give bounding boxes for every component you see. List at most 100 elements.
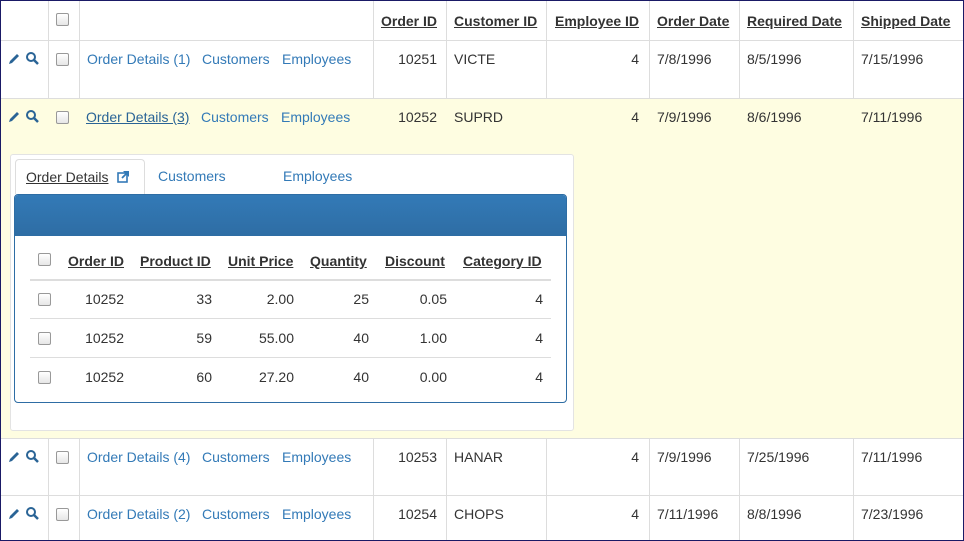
cell-border: [373, 40, 374, 98]
cell: 10252: [398, 109, 437, 125]
checkbox[interactable]: [38, 293, 51, 306]
row-link[interactable]: Customers: [202, 51, 270, 67]
cell: 10252: [85, 291, 124, 307]
cell-border: [739, 438, 740, 495]
cell-border: [546, 438, 547, 495]
cell: 7/9/1996: [657, 109, 712, 125]
cell: 7/25/1996: [747, 449, 810, 465]
cell-border: [446, 438, 447, 495]
row-bg: [1, 40, 963, 98]
row-actions[interactable]: [7, 506, 43, 522]
row-actions[interactable]: [7, 449, 43, 465]
row-link[interactable]: Employees: [282, 506, 352, 522]
cell-border: [79, 1, 80, 40]
column-header[interactable]: Category ID: [463, 253, 542, 269]
row-link[interactable]: Order Details (4): [87, 449, 191, 465]
cell: 4: [631, 109, 639, 125]
column-header[interactable]: Product ID: [140, 253, 211, 269]
row-link[interactable]: Employees: [282, 449, 352, 465]
column-header[interactable]: Shipped Date: [861, 13, 951, 29]
cell: 27.20: [258, 369, 294, 385]
cell: 7/11/1996: [861, 449, 923, 465]
row-link[interactable]: Employees: [282, 51, 352, 67]
cell: 7/11/1996: [657, 506, 719, 522]
column-header[interactable]: Quantity: [310, 253, 367, 269]
cell: 0.05: [419, 291, 447, 307]
cell: 7/11/1996: [861, 109, 923, 125]
cell: 0.00: [419, 369, 447, 385]
cell: 10254: [398, 506, 437, 522]
column-header[interactable]: Employee ID: [555, 13, 640, 29]
checkbox[interactable]: [38, 253, 51, 266]
cell: 25: [353, 291, 369, 307]
row-rule: [30, 357, 551, 358]
tab-label[interactable]: Customers: [158, 168, 226, 184]
cell-border: [853, 438, 854, 495]
cell: 10252: [85, 369, 124, 385]
cell-border: [853, 40, 854, 98]
cell-border: [739, 495, 740, 540]
row-link[interactable]: Employees: [281, 109, 351, 125]
cell: 60: [196, 369, 212, 385]
row-link[interactable]: Order Details (3): [86, 109, 190, 125]
cell-border: [853, 1, 854, 40]
cell: VICTE: [454, 51, 496, 67]
cell: 7/15/1996: [861, 51, 924, 67]
row-actions[interactable]: [7, 109, 43, 125]
column-header[interactable]: Required Date: [747, 13, 842, 29]
tab[interactable]: Customers: [145, 159, 270, 194]
row-link[interactable]: Customers: [201, 109, 269, 125]
cell-border: [446, 495, 447, 540]
cell-border: [48, 495, 49, 540]
cell-border: [79, 40, 80, 98]
row-rule: [30, 318, 551, 319]
checkbox[interactable]: [56, 451, 69, 464]
cell: 59: [196, 330, 212, 346]
cell: 10252: [85, 330, 124, 346]
column-header[interactable]: Unit Price: [228, 253, 294, 269]
cell: 1.00: [419, 330, 447, 346]
checkbox[interactable]: [56, 508, 69, 521]
cell-border: [373, 495, 374, 540]
cell: 7/8/1996: [657, 51, 712, 67]
checkbox[interactable]: [38, 371, 51, 384]
detail-panel: Order Details Customers Employees Order ID P…: [10, 154, 574, 431]
detail-box-header: [15, 195, 566, 236]
cell-border: [373, 1, 374, 40]
tab[interactable]: Order Details: [15, 159, 145, 194]
checkbox[interactable]: [56, 53, 69, 66]
cell: 8/6/1996: [747, 109, 802, 125]
column-header[interactable]: Order Date: [657, 13, 730, 29]
detail-box: Order ID Product ID Unit Price Quantity Disc…: [14, 194, 567, 403]
column-header[interactable]: Order ID: [380, 13, 437, 29]
cell-border: [546, 40, 547, 98]
column-header[interactable]: Discount: [385, 253, 445, 269]
cell: 8/8/1996: [747, 506, 802, 522]
row-link[interactable]: Order Details (2): [87, 506, 191, 522]
checkbox[interactable]: [38, 332, 51, 345]
column-header[interactable]: Order ID: [68, 253, 125, 269]
cell-border: [48, 438, 49, 495]
cell-border: [48, 1, 49, 40]
tab[interactable]: Employees: [270, 159, 380, 194]
header-rule: [30, 279, 551, 281]
cell-border: [649, 438, 650, 495]
column-header[interactable]: Customer ID: [454, 13, 538, 29]
tab-label[interactable]: Order Details: [26, 169, 109, 185]
cell: 8/5/1996: [747, 51, 802, 67]
cell: 2.00: [266, 291, 294, 307]
cell: 4: [535, 291, 543, 307]
checkbox[interactable]: [56, 111, 69, 124]
row-bg: [1, 1, 963, 40]
row-link[interactable]: Customers: [202, 506, 270, 522]
row-actions[interactable]: [7, 51, 43, 67]
tab-label[interactable]: Employees: [283, 168, 353, 184]
cell: 40: [353, 369, 369, 385]
row-link[interactable]: Order Details (1): [87, 51, 191, 67]
cell: 33: [196, 291, 212, 307]
external-icon[interactable]: [117, 170, 130, 183]
cell: 4: [631, 449, 639, 465]
checkbox[interactable]: [56, 13, 69, 26]
row-link[interactable]: Customers: [202, 449, 270, 465]
